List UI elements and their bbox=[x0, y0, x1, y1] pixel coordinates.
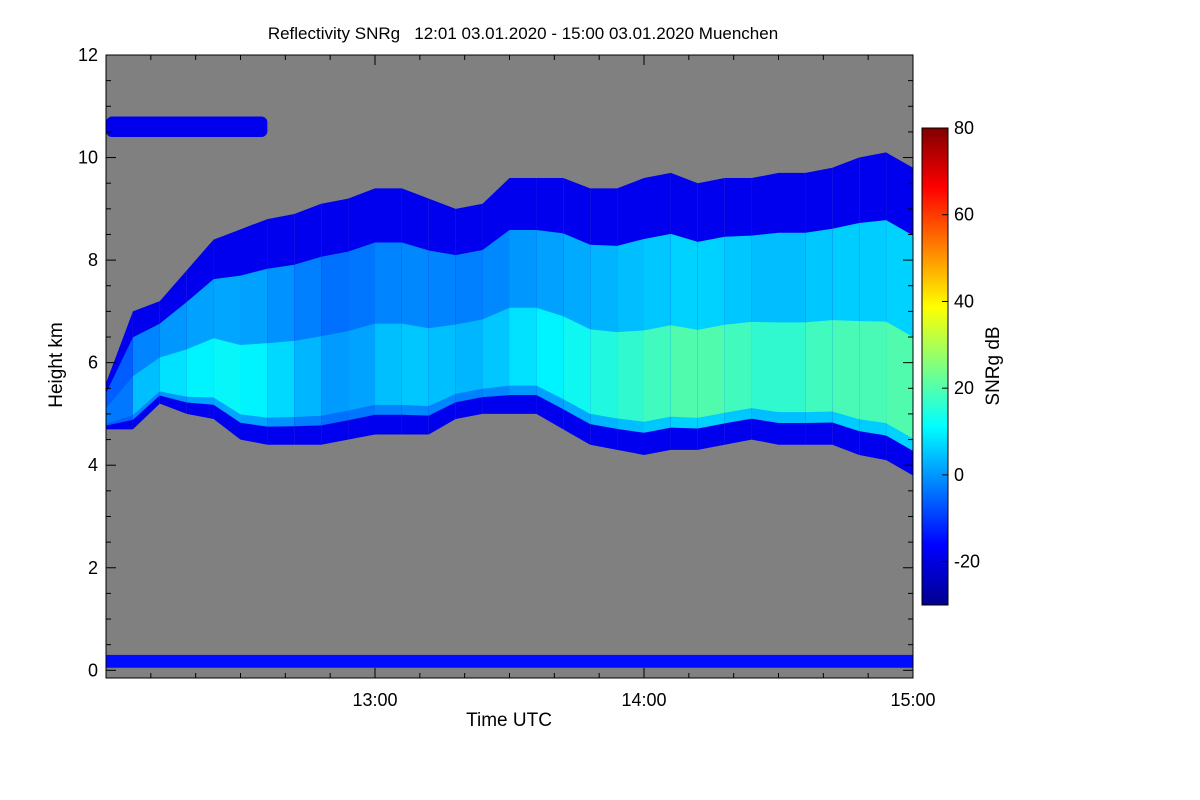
x-tick-label: 14:00 bbox=[621, 690, 666, 710]
surface-clutter-band bbox=[106, 654, 913, 668]
cloud-segment bbox=[267, 213, 295, 445]
cloud-segment bbox=[321, 198, 349, 445]
cloud-core bbox=[724, 321, 752, 413]
chart-title: Reflectivity SNRg 12:01 03.01.2020 - 15:… bbox=[268, 24, 778, 43]
cloud-core bbox=[751, 321, 779, 413]
cloud-segment bbox=[536, 178, 564, 430]
x-tick-label: 13:00 bbox=[352, 690, 397, 710]
cloud-core bbox=[267, 340, 295, 418]
colorbar-tick-label: -20 bbox=[954, 552, 980, 572]
y-tick-label: 4 bbox=[88, 455, 98, 475]
y-tick-label: 2 bbox=[88, 558, 98, 578]
cloud-core bbox=[132, 357, 160, 416]
cloud-core bbox=[348, 323, 375, 411]
y-tick-label: 12 bbox=[78, 45, 98, 65]
cloud-segment bbox=[428, 198, 456, 435]
cloud-segment bbox=[724, 178, 752, 445]
cloud-segment bbox=[644, 172, 671, 455]
cloud-core bbox=[617, 330, 644, 422]
cloud-segment bbox=[832, 157, 860, 455]
cloud-segment bbox=[240, 219, 268, 445]
cloud-segment bbox=[375, 188, 402, 435]
cloud-core bbox=[509, 307, 537, 386]
cloud-core bbox=[106, 376, 133, 424]
upper-cloud-wisp bbox=[106, 116, 268, 138]
cloud-segment bbox=[348, 188, 375, 440]
cloud-segment bbox=[401, 188, 429, 435]
cloud-segment bbox=[670, 172, 698, 450]
cloud-segment bbox=[751, 172, 779, 445]
cloud-core bbox=[670, 325, 698, 418]
colorbar-label: SNRg dB bbox=[983, 326, 1004, 405]
cloud-core bbox=[536, 307, 564, 400]
cloud-core bbox=[428, 324, 456, 407]
colorbar bbox=[921, 127, 949, 606]
cloud-segment bbox=[590, 188, 618, 450]
cloud-segment bbox=[778, 172, 806, 445]
cloud-core bbox=[482, 307, 510, 389]
cloud-core bbox=[697, 324, 725, 418]
plot-area bbox=[106, 116, 913, 668]
y-axis: 0 2 4 6 8 10 12 bbox=[78, 45, 913, 680]
cloud-segment bbox=[482, 178, 510, 414]
cloud-segment bbox=[617, 178, 644, 455]
cloud-core bbox=[644, 325, 671, 422]
y-axis-label: Height km bbox=[46, 322, 67, 408]
cloud-segment bbox=[186, 239, 214, 420]
colorbar-tick-label: 20 bbox=[954, 378, 974, 398]
cloud-core bbox=[294, 336, 322, 418]
cloud-segment bbox=[509, 178, 537, 414]
y-tick-label: 6 bbox=[88, 353, 98, 373]
cloud-core bbox=[859, 321, 887, 424]
x-tick-label: 15:00 bbox=[890, 690, 935, 710]
cloud-core bbox=[590, 329, 618, 419]
cloud-core bbox=[159, 349, 187, 397]
y-tick-label: 10 bbox=[78, 148, 98, 168]
y-tick-label: 8 bbox=[88, 250, 98, 270]
cloud-segment bbox=[697, 178, 725, 450]
y-tick-label: 0 bbox=[88, 660, 98, 680]
cloud-segment bbox=[132, 301, 160, 430]
cloud-core bbox=[240, 343, 268, 418]
cloud-segment bbox=[563, 178, 591, 445]
cloud-segment bbox=[859, 152, 887, 461]
cloud-core bbox=[886, 321, 913, 439]
colorbar-tick-label: 60 bbox=[954, 205, 974, 225]
x-axis-label: Time UTC bbox=[466, 710, 552, 731]
cloud-core bbox=[401, 323, 429, 407]
cloud-segment bbox=[455, 203, 483, 420]
colorbar-tick-label: 0 bbox=[954, 465, 964, 485]
x-axis: 13:00 14:00 15:00 bbox=[105, 55, 936, 710]
cloud-core bbox=[375, 323, 402, 405]
cloud-core bbox=[832, 320, 860, 420]
cloud-segment bbox=[159, 270, 187, 414]
colorbar-tick-label: 80 bbox=[954, 118, 974, 138]
cloud-core bbox=[778, 322, 806, 413]
cloud-core bbox=[186, 338, 214, 398]
colorbar-tick-label: 40 bbox=[954, 291, 974, 311]
cloud-core bbox=[805, 320, 833, 413]
cloud-core bbox=[321, 331, 349, 416]
cloud-segment bbox=[886, 152, 913, 476]
cloud-core bbox=[213, 338, 241, 415]
cloud-segment bbox=[106, 311, 133, 430]
colorbar-ticks: -20 0 20 40 60 80 bbox=[942, 118, 980, 572]
cloud-segment bbox=[213, 229, 241, 440]
cloud-core bbox=[455, 319, 483, 394]
cloud-core bbox=[563, 316, 591, 414]
cloud-segment bbox=[294, 203, 322, 445]
cloud-segment bbox=[805, 167, 833, 445]
